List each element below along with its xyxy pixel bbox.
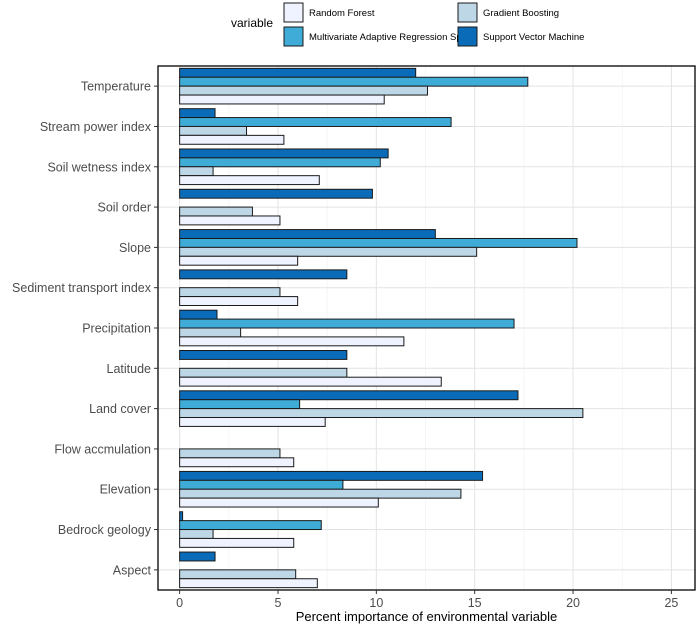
category-label-sediment-transport-index: Sediment transport index <box>12 281 152 295</box>
bar-bedrock-geology-random-forest <box>179 537 295 548</box>
bar-elevation-gradient-boosting <box>179 488 462 499</box>
bar-latitude-gradient-boosting <box>179 367 348 378</box>
bar-land-cover-multivariate-adaptive-regression-spline <box>179 399 301 410</box>
bar-soil-wetness-index-multivariate-adaptive-regression-spline <box>179 157 381 168</box>
bar-precipitation-multivariate-adaptive-regression-spline <box>179 318 515 329</box>
bar-land-cover-support-vector-machine <box>179 390 519 401</box>
x-tick-label: 10 <box>369 596 383 610</box>
category-label-stream-power-index: Stream power index <box>40 120 152 134</box>
legend-swatch-random-forest <box>283 2 304 23</box>
bar-soil-wetness-index-gradient-boosting <box>179 166 214 177</box>
bar-temperature-multivariate-adaptive-regression-spline <box>179 76 529 87</box>
bar-precipitation-random-forest <box>179 336 405 347</box>
bar-bedrock-geology-multivariate-adaptive-regression-spline <box>179 520 322 531</box>
bar-temperature-gradient-boosting <box>179 85 428 96</box>
bar-sediment-transport-index-random-forest <box>179 296 299 306</box>
category-label-soil-order: Soil order <box>98 201 152 215</box>
bar-elevation-support-vector-machine <box>179 470 484 481</box>
bar-slope-random-forest <box>179 255 299 266</box>
bar-soil-wetness-index-support-vector-machine <box>179 148 389 159</box>
bar-aspect-random-forest <box>179 578 318 589</box>
bar-soil-order-support-vector-machine <box>179 188 373 199</box>
x-tick-label: 5 <box>275 596 282 610</box>
bar-soil-order-random-forest <box>179 215 281 226</box>
x-axis: 0 5 10 15 20 25 <box>176 590 678 610</box>
category-label-soil-wetness-index: Soil wetness index <box>47 160 151 174</box>
category-label-elevation: Elevation <box>100 483 151 497</box>
bar-soil-wetness-index-random-forest <box>179 175 320 186</box>
bar-latitude-random-forest <box>179 376 442 387</box>
category-label-precipitation: Precipitation <box>82 322 151 336</box>
legend-label-random-forest: Random Forest <box>309 8 375 19</box>
bar-stream-power-index-support-vector-machine <box>179 108 216 119</box>
bar-flow-accmulation-random-forest <box>179 457 295 468</box>
bar-slope-support-vector-machine <box>179 229 436 239</box>
bar-aspect-gradient-boosting <box>179 569 297 580</box>
legend-label-support-vector-machine: Support Vector Machine <box>483 32 584 43</box>
bar-elevation-random-forest <box>179 497 379 508</box>
x-tick-label: 20 <box>566 596 580 610</box>
legend-swatch-support-vector-machine <box>457 26 478 47</box>
bar-precipitation-support-vector-machine <box>179 309 218 320</box>
bar-latitude-support-vector-machine <box>179 350 348 360</box>
legend-swatch-multivariate-adaptive-regression-spline <box>283 26 304 47</box>
bar-bedrock-geology-gradient-boosting <box>179 529 214 539</box>
bar-precipitation-gradient-boosting <box>179 327 242 338</box>
bar-sediment-transport-index-support-vector-machine <box>179 269 348 280</box>
bar-slope-gradient-boosting <box>179 246 478 257</box>
legend-swatch-gradient-boosting <box>457 2 478 23</box>
x-tick-label: 25 <box>664 596 678 610</box>
category-label-temperature: Temperature <box>81 80 151 94</box>
y-axis-labels: Temperature Stream power index Soil wetnes… <box>12 80 158 577</box>
bar-temperature-random-forest <box>179 94 385 105</box>
bars <box>179 67 584 589</box>
bar-flow-accmulation-gradient-boosting <box>179 448 281 459</box>
bar-stream-power-index-random-forest <box>179 134 285 145</box>
bar-sediment-transport-index-gradient-boosting <box>179 287 281 298</box>
legend: variable Random Forest Gradient Boosting Mu… <box>231 2 584 47</box>
legend-label-gradient-boosting: Gradient Boosting <box>483 8 559 19</box>
bar-land-cover-random-forest <box>179 417 326 427</box>
legend-title: variable <box>231 16 273 30</box>
bar-bedrock-geology-support-vector-machine <box>179 511 184 522</box>
x-tick-label: 0 <box>176 596 183 610</box>
category-label-land-cover: Land cover <box>89 402 151 416</box>
x-tick-label: 15 <box>468 596 482 610</box>
bar-aspect-support-vector-machine <box>179 551 216 562</box>
x-axis-title: Percent importance of environmental vari… <box>296 609 558 624</box>
bar-temperature-support-vector-machine <box>179 67 417 78</box>
category-label-bedrock-geology: Bedrock geology <box>58 523 152 537</box>
legend-label-multivariate-adaptive-regression-spline: Multivariate Adaptive Regression Spline <box>309 32 476 43</box>
category-label-flow-accmulation: Flow accmulation <box>54 442 151 456</box>
bar-elevation-multivariate-adaptive-regression-spline <box>179 479 344 490</box>
bar-stream-power-index-multivariate-adaptive-regression-spline <box>179 117 452 127</box>
bar-slope-multivariate-adaptive-regression-spline <box>179 237 578 248</box>
category-label-latitude: Latitude <box>107 362 152 376</box>
category-label-aspect: Aspect <box>113 563 152 577</box>
bar-stream-power-index-gradient-boosting <box>179 125 248 136</box>
bar-land-cover-gradient-boosting <box>179 408 584 419</box>
bar-soil-order-gradient-boosting <box>179 206 253 217</box>
category-label-slope: Slope <box>119 241 151 255</box>
